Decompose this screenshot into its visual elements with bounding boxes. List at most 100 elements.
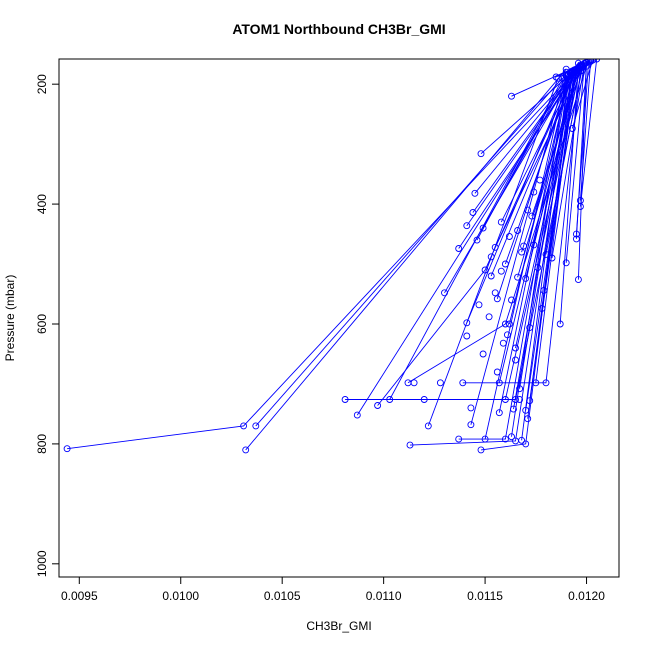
- y-tick-label-4: 1000: [35, 550, 49, 577]
- data-point-14-0: [459, 379, 467, 387]
- data-point-58-1: [583, 59, 590, 67]
- data-point-extra-20: [526, 324, 534, 332]
- data-point-0-0: [63, 445, 71, 453]
- data-point-11-0: [441, 289, 448, 297]
- profile-line-47: [535, 70, 575, 383]
- profile-line-22: [480, 64, 581, 155]
- profile-line-59: [579, 61, 592, 201]
- data-point-1-0: [242, 446, 250, 454]
- data-point-14-1: [542, 379, 550, 387]
- x-tick-label-5: 0.0120: [568, 589, 605, 603]
- data-point-55-0: [568, 125, 576, 132]
- data-point-23-0: [479, 224, 487, 232]
- data-point-extra-8: [520, 242, 528, 250]
- data-point-44-0: [526, 397, 534, 405]
- data-point-4-0: [353, 411, 361, 419]
- data-point-extra-3: [485, 313, 493, 321]
- data-point-57-0: [572, 235, 580, 243]
- data-point-33-0: [508, 92, 515, 100]
- data-point-extra-0: [410, 379, 418, 387]
- data-point-5-0: [374, 402, 382, 409]
- profile-line-11: [444, 74, 573, 294]
- data-point-2-0: [252, 422, 260, 430]
- profile-line-1: [245, 68, 567, 451]
- profile-line-16: [466, 68, 577, 226]
- profile-line-14: [462, 70, 581, 384]
- profile-line-55: [571, 60, 594, 129]
- data-point-48-0: [534, 264, 542, 272]
- data-point-extra-12: [540, 286, 548, 294]
- data-point-19-0: [471, 189, 479, 197]
- data-point-45-0: [528, 212, 536, 220]
- data-point-39-0: [518, 248, 526, 256]
- data-point-extra-16: [487, 253, 495, 261]
- y-tick-label-0: 200: [35, 74, 49, 94]
- data-point-49-0: [538, 304, 546, 312]
- profile-line-13: [458, 75, 569, 440]
- data-point-9-0: [420, 396, 428, 403]
- data-point-extra-6: [505, 233, 513, 240]
- profile-line-12: [458, 71, 577, 249]
- profile-line-27: [496, 73, 571, 299]
- data-point-20-0: [473, 236, 481, 244]
- profile-line-53: [559, 67, 579, 325]
- data-point-extra-19: [516, 396, 524, 403]
- data-point-50-0: [542, 250, 550, 258]
- data-point-extra-11: [536, 176, 544, 184]
- data-point-27-0: [493, 295, 501, 303]
- data-point-12-0: [455, 245, 463, 252]
- data-point-extra-4: [491, 289, 499, 297]
- data-point-0-1: [240, 422, 248, 430]
- data-point-extra-21: [508, 296, 515, 304]
- profile-line-2: [255, 77, 563, 427]
- data-point-25-0: [487, 272, 495, 280]
- data-point-extra-23: [493, 368, 501, 376]
- data-point-49-1: [572, 65, 580, 73]
- data-point-31-0: [501, 260, 509, 268]
- data-point-47-0: [532, 379, 540, 387]
- data-point-extra-22: [479, 350, 487, 358]
- chart-title: ATOM1 Northbound CH3Br_GMI: [232, 21, 445, 37]
- plot-area: [63, 59, 601, 454]
- data-point-43-0: [524, 415, 532, 423]
- profile-line-40: [521, 75, 569, 441]
- data-point-26-0: [491, 243, 499, 251]
- data-point-7-1: [501, 320, 509, 328]
- data-point-58-0: [574, 276, 582, 284]
- profile-line-57: [575, 62, 587, 239]
- y-tick-label-1: 400: [35, 194, 49, 214]
- data-point-60-1: [593, 59, 601, 63]
- profile-line-49: [541, 69, 577, 309]
- data-point-extra-15: [475, 301, 483, 309]
- data-point-17-0: [467, 421, 475, 429]
- profile-line-35: [513, 72, 573, 410]
- data-point-21-0: [477, 446, 485, 454]
- y-axis: 200 400 600 800 1000: [35, 74, 59, 577]
- data-point-34-0: [508, 433, 515, 441]
- data-point-54-0: [562, 259, 570, 267]
- profile-line-5: [377, 63, 579, 406]
- x-tick-label-1: 0.0100: [162, 589, 199, 603]
- data-point-extra-14: [512, 356, 519, 364]
- data-point-extra-10: [530, 188, 538, 196]
- data-point-28-0: [495, 379, 503, 387]
- data-point-24-0: [481, 435, 489, 443]
- data-point-60-0: [576, 203, 584, 210]
- x-tick-label-4: 0.0115: [467, 589, 503, 603]
- data-point-35-0: [510, 405, 517, 413]
- data-point-22-0: [477, 150, 485, 158]
- data-point-40-0: [518, 436, 526, 444]
- data-point-53-0: [556, 320, 564, 328]
- data-point-21-1: [522, 440, 530, 448]
- data-point-18-0: [469, 209, 477, 216]
- data-point-51-0: [548, 254, 556, 262]
- data-point-extra-1: [436, 379, 444, 387]
- data-point-32-0: [505, 320, 513, 328]
- y-tick-label-2: 600: [35, 314, 49, 334]
- data-point-3-0: [341, 396, 349, 403]
- data-point-15-0: [463, 319, 471, 327]
- y-axis-label: Pressure (mbar): [3, 275, 17, 362]
- data-point-6-0: [386, 396, 394, 403]
